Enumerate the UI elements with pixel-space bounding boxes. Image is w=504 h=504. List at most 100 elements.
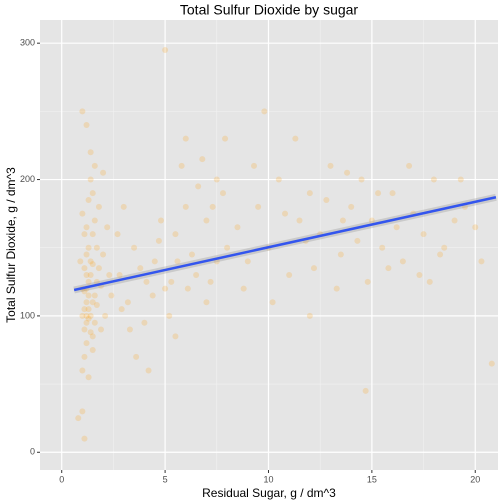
point — [162, 47, 169, 53]
point — [77, 258, 84, 265]
point — [83, 251, 90, 258]
point — [91, 292, 98, 299]
point — [97, 326, 104, 333]
point — [85, 278, 92, 285]
point — [306, 312, 313, 319]
point — [79, 108, 86, 115]
point — [143, 278, 150, 285]
point — [93, 278, 100, 285]
point — [141, 319, 148, 326]
point — [193, 272, 200, 278]
point — [89, 231, 96, 238]
point — [354, 237, 361, 244]
point — [172, 231, 179, 238]
point — [441, 244, 448, 251]
point — [420, 231, 427, 238]
point — [251, 162, 258, 169]
y-tick-label: 0 — [30, 447, 35, 457]
point — [244, 258, 251, 265]
point — [219, 190, 226, 197]
point — [89, 190, 96, 197]
point — [116, 272, 123, 278]
point — [155, 237, 162, 244]
point — [81, 326, 88, 333]
point — [126, 326, 133, 333]
trend-line — [73, 196, 497, 292]
point — [81, 435, 88, 442]
point — [85, 244, 92, 251]
point — [79, 408, 86, 415]
point — [333, 285, 340, 292]
x-tick-label: 20 — [470, 474, 480, 484]
point — [157, 217, 164, 224]
point — [83, 122, 90, 128]
point — [83, 299, 90, 306]
point — [261, 108, 268, 115]
point — [81, 353, 88, 360]
point — [195, 183, 202, 190]
x-tick-label: 5 — [163, 474, 168, 484]
point — [339, 217, 346, 224]
point — [79, 367, 86, 374]
point — [102, 312, 109, 319]
point — [145, 367, 152, 374]
point — [83, 272, 90, 278]
point — [172, 333, 179, 340]
point — [75, 415, 82, 422]
point — [472, 224, 479, 231]
point — [166, 312, 173, 319]
point — [168, 278, 175, 285]
point — [83, 340, 90, 347]
point — [85, 315, 92, 322]
chart-title: Total Sulfur Dioxide by sugar — [180, 2, 359, 18]
x-axis-label: Residual Sugar, g / dm^3 — [202, 486, 336, 500]
point — [358, 176, 365, 183]
point — [327, 162, 334, 169]
point — [85, 292, 92, 299]
point — [87, 176, 94, 183]
point — [89, 299, 96, 306]
point — [89, 261, 96, 268]
point — [337, 251, 344, 258]
point — [310, 265, 317, 272]
point — [255, 203, 262, 210]
point — [89, 333, 96, 340]
point — [81, 265, 88, 272]
point — [87, 329, 94, 336]
point — [87, 258, 94, 265]
point — [87, 312, 94, 319]
x-tick-label: 0 — [59, 474, 64, 484]
point — [79, 312, 86, 319]
point — [182, 135, 189, 142]
point — [430, 176, 437, 183]
point — [184, 285, 191, 292]
point — [362, 387, 369, 394]
point — [118, 306, 125, 313]
point — [399, 258, 406, 265]
point — [91, 217, 98, 224]
point — [131, 244, 138, 251]
point — [178, 162, 185, 169]
point — [79, 210, 86, 217]
point — [406, 162, 413, 169]
point — [87, 272, 94, 278]
point — [199, 156, 206, 163]
point — [323, 197, 330, 203]
point — [81, 231, 88, 238]
point — [83, 312, 90, 319]
point — [348, 203, 355, 210]
point — [375, 190, 382, 197]
point — [393, 224, 400, 231]
point — [344, 169, 351, 176]
point — [203, 299, 210, 306]
point — [106, 272, 113, 278]
point — [89, 347, 96, 353]
point — [108, 292, 115, 299]
point — [234, 224, 241, 231]
y-axis-label: Total Sulfur Dioxide, g / dm^3 — [4, 167, 18, 323]
point — [224, 244, 231, 251]
point — [306, 190, 313, 197]
point — [451, 217, 458, 224]
point — [85, 197, 92, 203]
